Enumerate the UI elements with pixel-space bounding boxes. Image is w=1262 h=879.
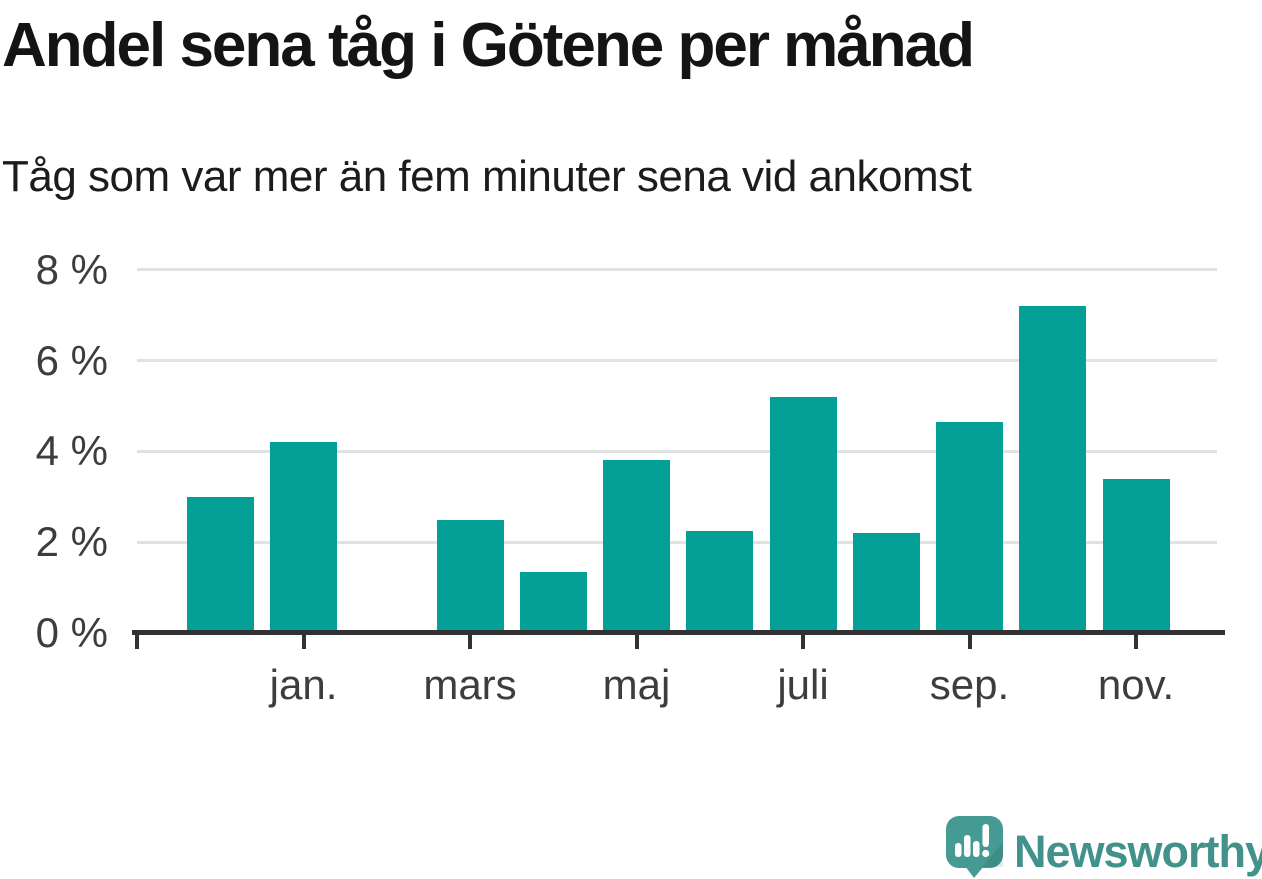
- newsworthy-bubble-chart-icon: [946, 816, 1003, 878]
- gridline: [137, 449, 1217, 453]
- x-axis-line: [132, 630, 1225, 635]
- chart-title: Andel sena tåg i Götene per månad: [2, 11, 975, 80]
- bar-maj: [603, 460, 670, 633]
- gridline: [137, 268, 1217, 272]
- bar-sep.: [936, 421, 1003, 633]
- y-axis-tick-label: 4 %: [35, 427, 108, 475]
- x-axis-tick-label: mars: [423, 661, 517, 708]
- y-axis-tick-label: 8 %: [35, 245, 108, 293]
- newsworthy-logo-text: Newsworthy: [1014, 826, 1262, 877]
- x-axis-tick: [135, 635, 139, 649]
- bar-dec.: [186, 496, 254, 633]
- y-axis-tick-label: 0 %: [35, 609, 108, 656]
- bar-juli: [769, 396, 837, 633]
- chart-subtitle: Tåg som var mer än fem minuter sena vid …: [2, 152, 972, 201]
- bar-aug.: [852, 533, 920, 633]
- x-axis-tick: [468, 635, 472, 649]
- y-axis-tick-label: 6 %: [35, 336, 108, 384]
- x-axis-tick: [1134, 635, 1138, 649]
- x-axis-tick-label: nov.: [1097, 661, 1175, 708]
- bar-jan.: [270, 442, 337, 633]
- x-axis-tick-label: maj: [602, 661, 671, 708]
- y-axis-tick-label: 2 %: [35, 518, 108, 566]
- x-axis-tick: [967, 635, 972, 649]
- gridline: [137, 359, 1217, 363]
- bar-apr.: [519, 571, 587, 633]
- bar-nov.: [1102, 478, 1170, 633]
- bar-juni: [686, 530, 754, 633]
- x-axis-tick-label: juli: [777, 661, 829, 708]
- x-axis-tick: [801, 635, 805, 649]
- x-axis-tick-label: sep.: [929, 661, 1010, 708]
- x-axis-tick: [301, 635, 306, 649]
- bar-okt.: [1019, 306, 1087, 633]
- x-axis-tick: [634, 635, 639, 649]
- bar-mars: [436, 519, 504, 633]
- gridline: [137, 540, 1217, 544]
- x-axis-tick-label: jan.: [269, 661, 338, 708]
